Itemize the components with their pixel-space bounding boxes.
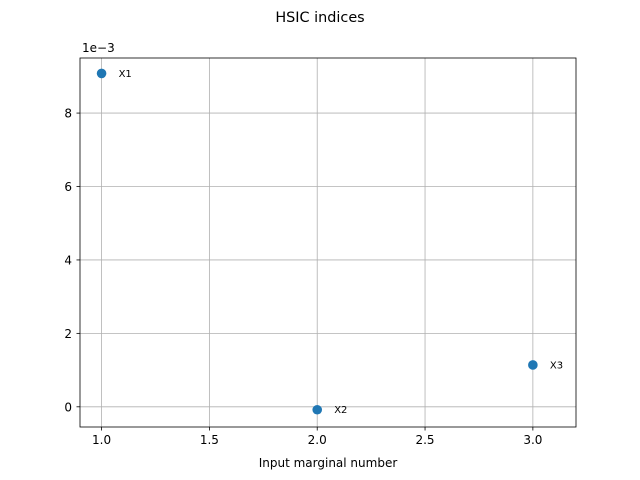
grid	[80, 58, 576, 427]
point-label-x2: X2	[334, 405, 347, 416]
y-tick-label: 8	[64, 107, 72, 121]
y-tick-label: 0	[64, 400, 72, 414]
point-label-x1: X1	[119, 69, 132, 80]
x-tick-label: 2.5	[415, 433, 434, 447]
data-point-x3	[528, 360, 538, 370]
y-axis-multiplier: 1e−3	[82, 41, 115, 55]
x-tick-label: 1.0	[92, 433, 111, 447]
chart-title: HSIC indices	[275, 10, 364, 26]
data-point-x1	[96, 68, 107, 79]
axis-ticks: 1.0 1.5 2.0 2.5 3.0 0 2 4 6 8	[64, 107, 542, 447]
data-point-x2	[312, 404, 323, 415]
y-tick-label: 6	[64, 180, 72, 194]
y-tick-label: 4	[64, 253, 72, 267]
x-tick-label: 1.5	[200, 433, 219, 447]
x-tick-label: 3.0	[523, 433, 542, 447]
plot-area-frame	[79, 57, 577, 428]
y-tick-label: 2	[64, 327, 72, 341]
point-label-x3: X3	[550, 360, 563, 371]
x-tick-label: 2.0	[308, 433, 327, 447]
x-axis-label: Input marginal number	[259, 456, 398, 470]
data-points: X1 X2 X3	[96, 68, 563, 416]
